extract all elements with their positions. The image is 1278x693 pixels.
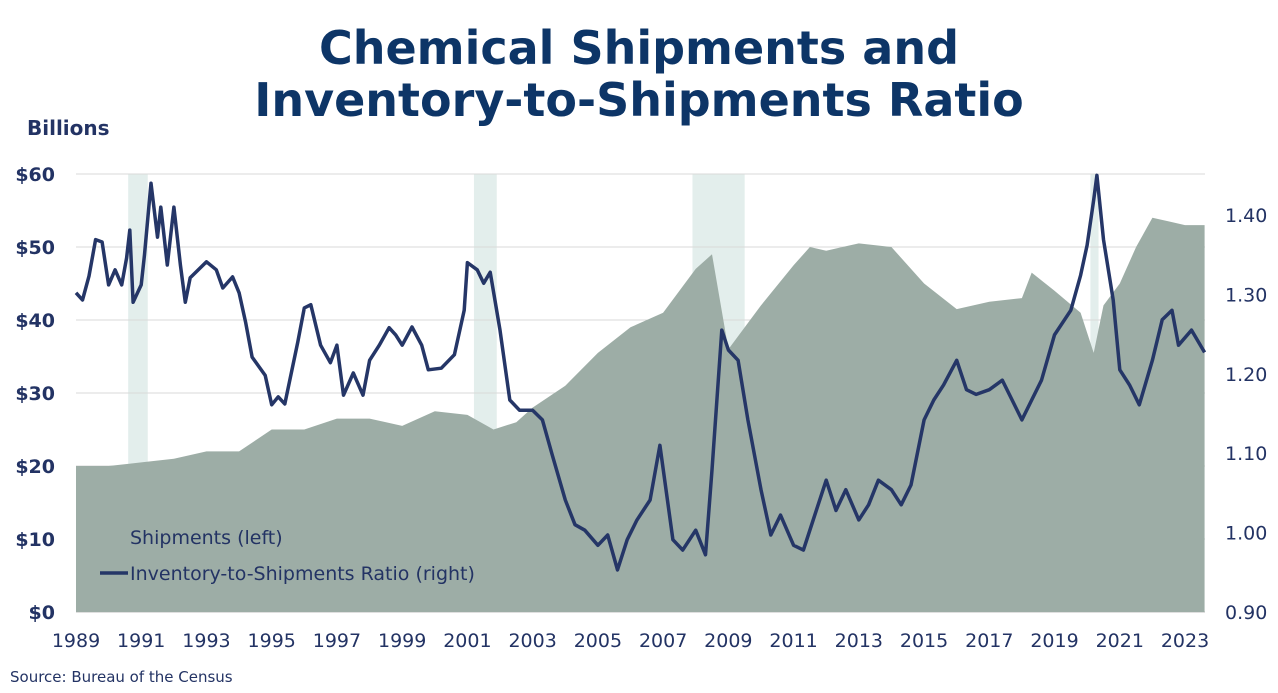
left-tick-label: $30 <box>15 383 55 405</box>
source-note: Source: Bureau of the Census <box>10 668 233 686</box>
right-tick-label: 1.00 <box>1225 523 1267 545</box>
x-tick-label: 1997 <box>313 630 361 652</box>
x-tick-label: 2001 <box>443 630 491 652</box>
left-tick-label: $0 <box>29 602 55 624</box>
ratio-line-layer <box>74 173 1207 572</box>
legend-ratio-label: Inventory-to-Shipments Ratio (right) <box>130 563 475 585</box>
left-tick-label: $40 <box>15 310 55 332</box>
left-tick-label: $20 <box>15 456 55 478</box>
x-tick-label: 1995 <box>248 630 296 652</box>
left-tick-label: $50 <box>15 237 55 259</box>
legend-shipments-label: Shipments (left) <box>130 527 283 549</box>
right-tick-label: 1.10 <box>1225 443 1267 465</box>
x-tick-label: 1999 <box>378 630 426 652</box>
shipments-area <box>76 217 1205 613</box>
right-tick-label: 1.40 <box>1225 205 1267 227</box>
x-tick-label: 1989 <box>52 630 100 652</box>
chart-title: Chemical Shipments and Inventory-to-Ship… <box>0 22 1278 126</box>
ratio-line <box>74 173 1207 572</box>
x-tick-label: 2019 <box>1030 630 1078 652</box>
left-axis-units-label: Billions <box>27 116 110 140</box>
title-line-1: Chemical Shipments and <box>318 21 960 75</box>
x-tick-label: 2021 <box>1096 630 1144 652</box>
x-tick-label: 2005 <box>574 630 622 652</box>
x-tick-label: 2017 <box>965 630 1013 652</box>
x-tick-label: 2015 <box>900 630 948 652</box>
legend: Shipments (left) Inventory-to-Shipments R… <box>100 527 475 585</box>
right-tick-label: 1.20 <box>1225 364 1267 386</box>
left-tick-label: $10 <box>15 529 55 551</box>
left-tick-label: $60 <box>15 164 55 186</box>
right-tick-label: 0.90 <box>1225 602 1267 624</box>
x-tick-label: 1991 <box>117 630 165 652</box>
tick-labels: $0 $10 $20 $30 $40 $50 $60 0.90 1.00 1.10 1.20 1.30… <box>15 164 1267 652</box>
right-tick-label: 1.30 <box>1225 284 1267 306</box>
x-tick-label: 2007 <box>639 630 687 652</box>
x-tick-label: 2023 <box>1161 630 1209 652</box>
x-tick-label: 2011 <box>769 630 817 652</box>
x-tick-label: 2003 <box>508 630 556 652</box>
x-tick-label: 1993 <box>182 630 230 652</box>
x-tick-label: 2013 <box>835 630 883 652</box>
x-tick-label: 2009 <box>704 630 752 652</box>
title-line-2: Inventory-to-Shipments Ratio <box>254 73 1024 127</box>
shipments-area-layer <box>76 217 1205 613</box>
